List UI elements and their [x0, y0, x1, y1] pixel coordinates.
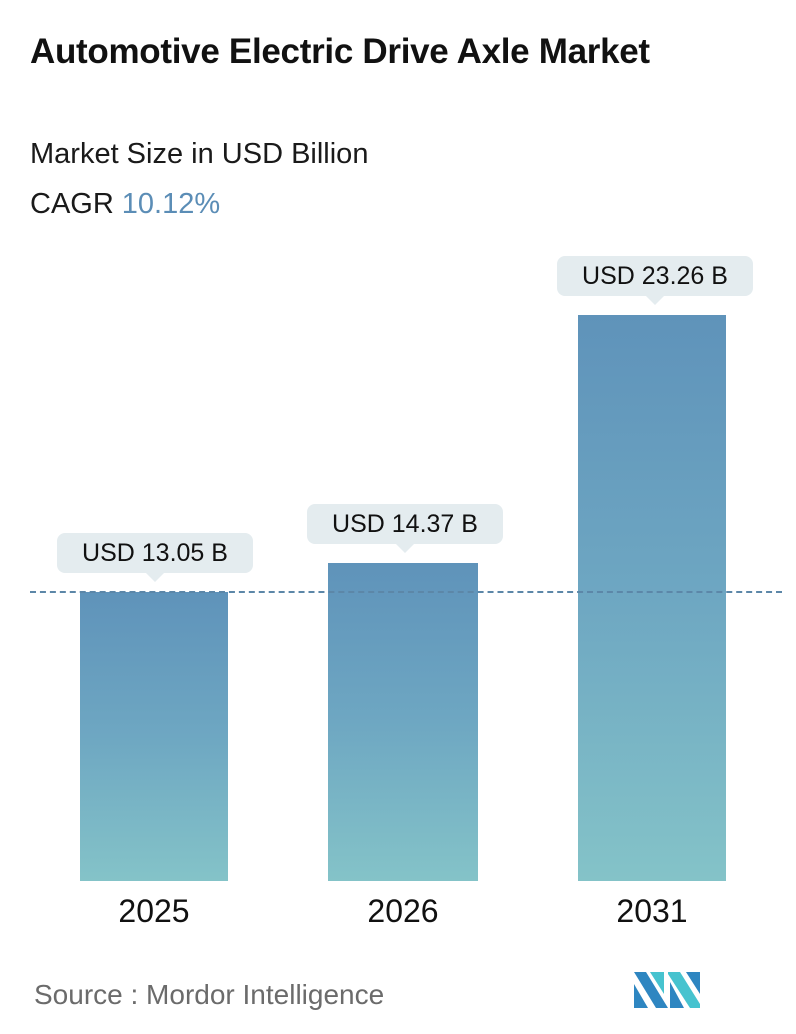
value-label-2031: USD 23.26 B [557, 256, 753, 305]
bar-2026 [328, 563, 478, 881]
reference-dashed-line [30, 591, 782, 593]
x-label-2025: 2025 [118, 893, 190, 929]
chart-subtitle: Market Size in USD Billion [30, 138, 369, 170]
source-text: Source : Mordor Intelligence [34, 979, 385, 1010]
cagr-line: CAGR 10.12% [30, 188, 220, 221]
chart-title: Automotive Electric Drive Axle Market [30, 32, 650, 71]
cagr-label: CAGR [30, 188, 114, 220]
value-label-2025: USD 13.05 B [57, 533, 253, 582]
mordor-intelligence-logo-icon [634, 972, 700, 1008]
cagr-value: 10.12% [121, 188, 221, 220]
bar-2025 [80, 592, 228, 881]
bar-2031 [578, 315, 726, 881]
x-label-2031: 2031 [616, 893, 688, 929]
x-label-2026: 2026 [367, 893, 439, 929]
value-label-2026: USD 14.37 B [307, 504, 503, 553]
